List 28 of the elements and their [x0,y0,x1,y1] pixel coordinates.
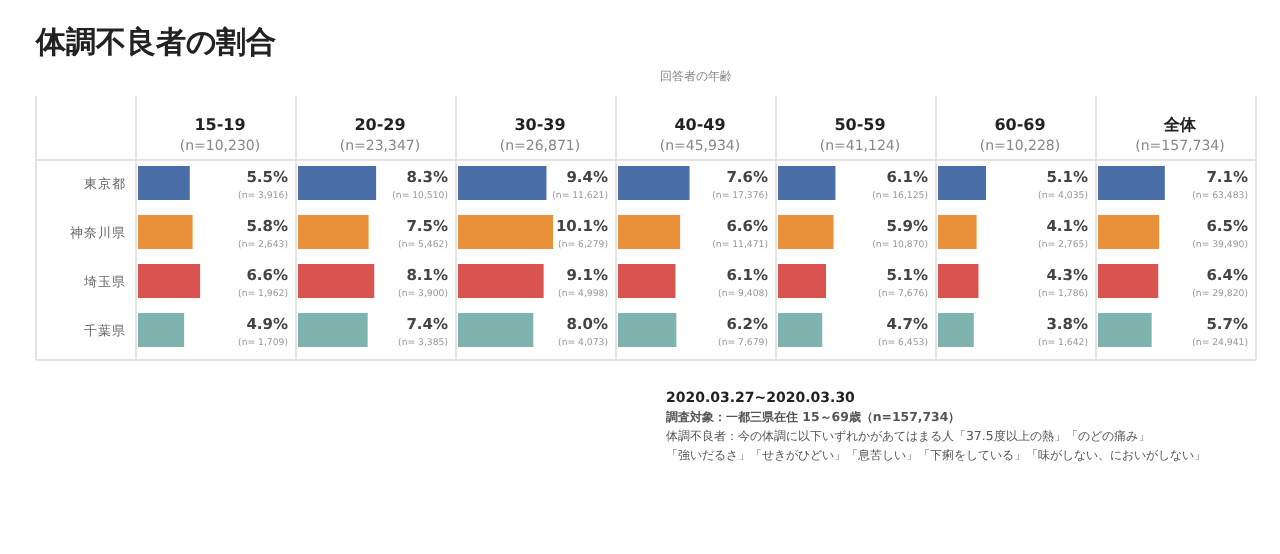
bar [138,264,201,298]
bar [1098,313,1152,347]
bar [778,313,823,347]
bar [138,215,193,249]
bar [138,313,185,347]
bar [778,166,836,200]
chart-title: 全体 [1162,116,1198,134]
chart-title: 60-69 [994,116,1047,134]
chart-title: 40-49 [674,116,727,134]
chart-title: 30-39 [514,116,567,134]
bar [618,166,690,200]
bar [1098,264,1159,298]
chart-title: 15-19 [194,116,247,134]
bar [458,313,534,347]
bar [618,313,677,347]
bar [138,166,190,200]
bar [778,264,826,298]
bar [618,215,681,249]
bar [778,215,834,249]
chart-title: 20-29 [354,116,407,134]
bar [1098,215,1160,249]
bar [458,264,544,298]
bar [1098,166,1165,200]
text: 体調不良者の割合 [34,24,276,60]
bar [458,215,554,249]
chart-title: 50-59 [834,116,887,134]
bar [618,264,676,298]
bar [458,166,547,200]
